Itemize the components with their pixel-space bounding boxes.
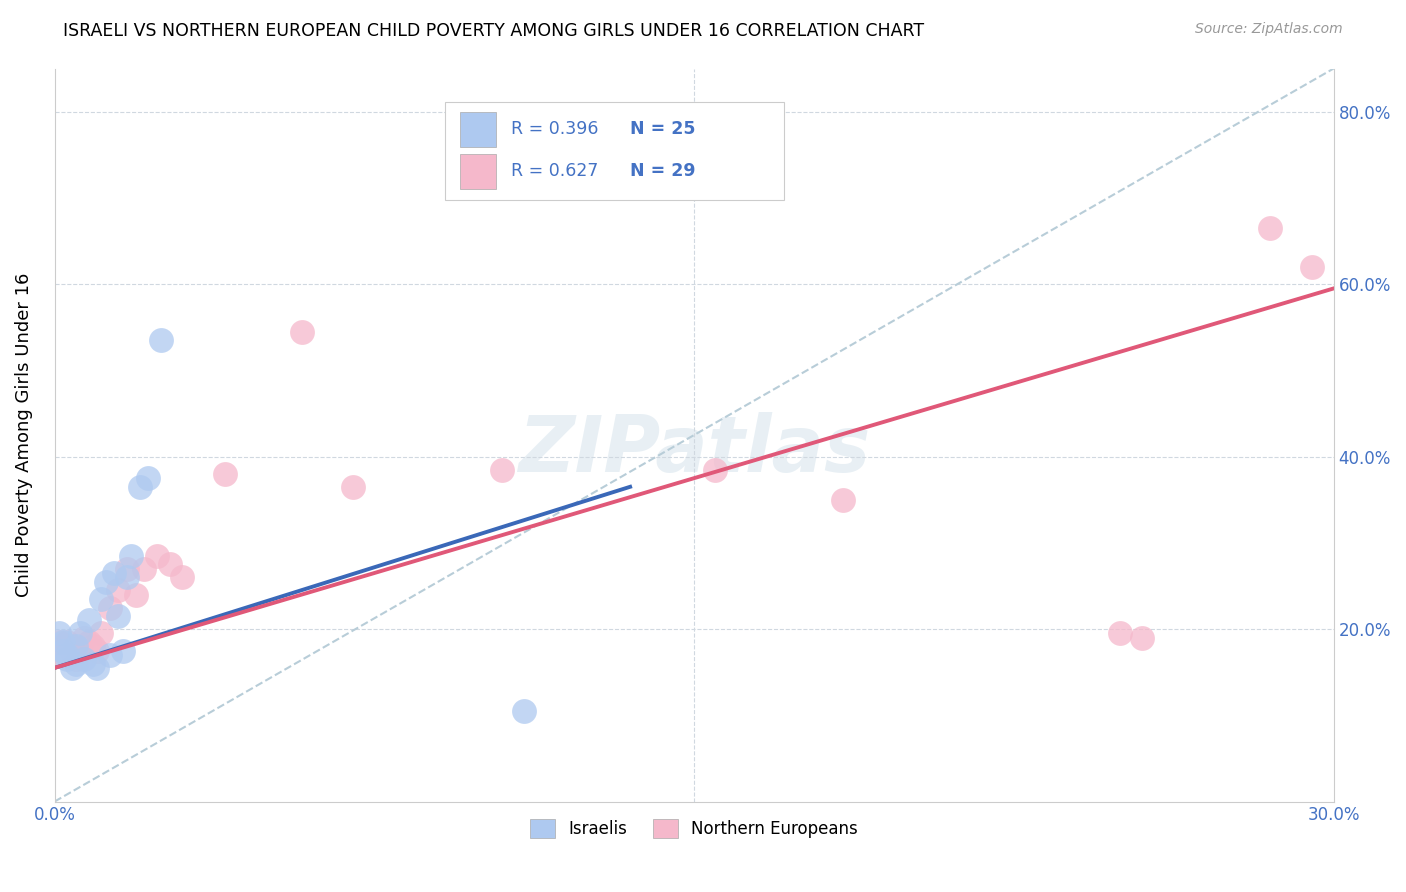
Point xyxy=(704,462,727,476)
Point xyxy=(107,583,129,598)
Point xyxy=(77,614,100,628)
Point xyxy=(86,643,108,657)
Point xyxy=(65,657,87,671)
FancyBboxPatch shape xyxy=(460,112,496,147)
Point xyxy=(48,626,70,640)
Point xyxy=(82,640,104,654)
Point xyxy=(69,643,91,657)
Point xyxy=(342,480,364,494)
Point xyxy=(56,652,79,666)
Point xyxy=(1301,260,1323,274)
FancyBboxPatch shape xyxy=(444,102,783,201)
Text: Source: ZipAtlas.com: Source: ZipAtlas.com xyxy=(1195,22,1343,37)
Point xyxy=(86,661,108,675)
Point xyxy=(90,591,112,606)
Y-axis label: Child Poverty Among Girls Under 16: Child Poverty Among Girls Under 16 xyxy=(15,273,32,598)
Text: N = 29: N = 29 xyxy=(630,162,696,180)
Point xyxy=(103,566,125,580)
FancyBboxPatch shape xyxy=(460,153,496,189)
Point xyxy=(60,661,83,675)
Point xyxy=(73,631,96,645)
Text: ISRAELI VS NORTHERN EUROPEAN CHILD POVERTY AMONG GIRLS UNDER 16 CORRELATION CHAR: ISRAELI VS NORTHERN EUROPEAN CHILD POVER… xyxy=(63,22,924,40)
Text: R = 0.627: R = 0.627 xyxy=(512,162,599,180)
Point xyxy=(128,480,150,494)
Point xyxy=(491,462,513,476)
Point xyxy=(60,643,83,657)
Point xyxy=(73,652,96,666)
Point xyxy=(77,635,100,649)
Point xyxy=(159,558,181,572)
Legend: Israelis, Northern Europeans: Israelis, Northern Europeans xyxy=(524,812,865,845)
Point xyxy=(98,648,121,662)
Point xyxy=(90,626,112,640)
Point xyxy=(52,648,75,662)
Point xyxy=(832,492,855,507)
Point xyxy=(65,640,87,654)
Point xyxy=(52,635,75,649)
Point xyxy=(136,471,159,485)
Text: R = 0.396: R = 0.396 xyxy=(512,120,599,138)
Point xyxy=(94,574,117,589)
Point xyxy=(107,609,129,624)
Point xyxy=(172,570,194,584)
Point xyxy=(291,325,314,339)
Text: ZIPatlas: ZIPatlas xyxy=(517,412,870,488)
Point xyxy=(56,648,79,662)
Point xyxy=(115,570,138,584)
Point xyxy=(65,652,87,666)
Text: N = 25: N = 25 xyxy=(630,120,696,138)
Point xyxy=(214,467,236,481)
Point xyxy=(82,657,104,671)
Point xyxy=(512,704,534,718)
Point xyxy=(98,600,121,615)
Point xyxy=(56,635,79,649)
Point xyxy=(69,626,91,640)
Point xyxy=(115,562,138,576)
Point xyxy=(111,643,134,657)
Point xyxy=(1130,631,1153,645)
Point xyxy=(150,333,173,347)
Point xyxy=(132,562,155,576)
Point xyxy=(120,549,142,563)
Point xyxy=(1258,221,1281,235)
Point xyxy=(124,588,146,602)
Point xyxy=(146,549,169,563)
Point xyxy=(48,635,70,649)
Point xyxy=(1109,626,1132,640)
Point xyxy=(52,643,75,657)
